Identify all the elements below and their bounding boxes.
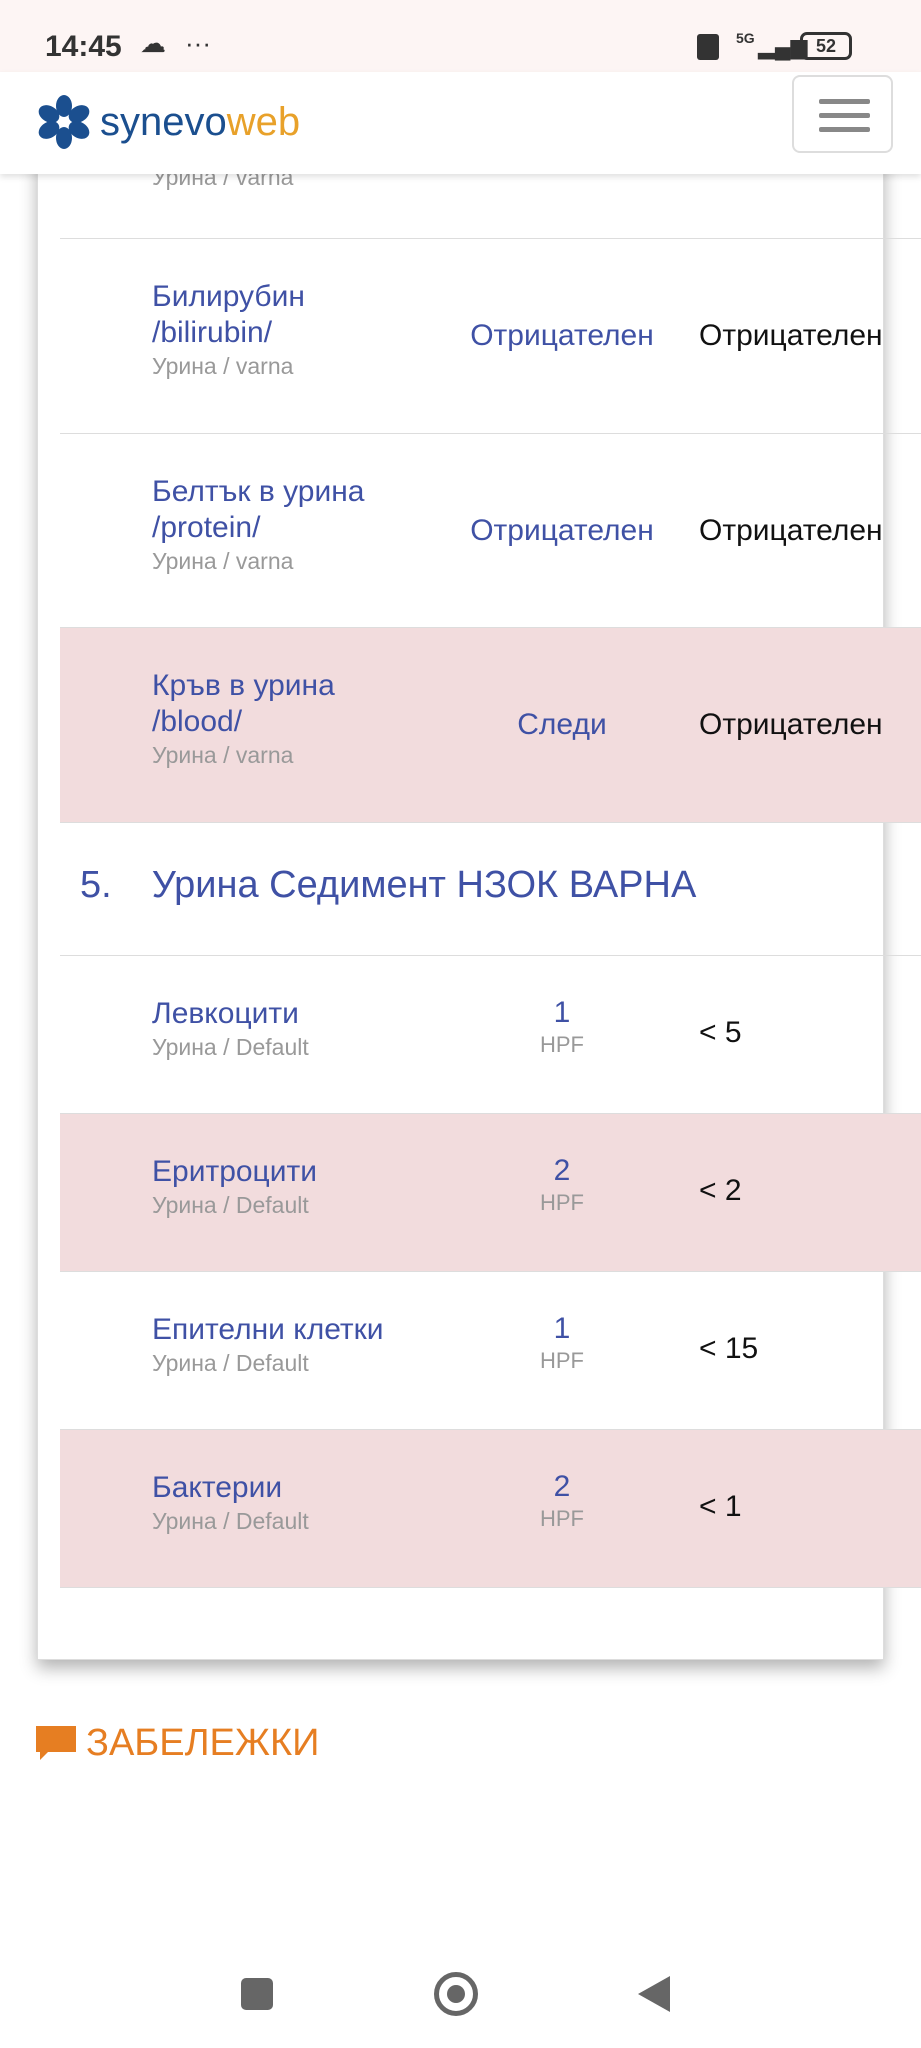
logo-main: synevo: [100, 99, 227, 144]
section-row: [60, 823, 921, 956]
result-value: Отрицателен: [470, 319, 654, 352]
back-button[interactable]: [638, 1976, 670, 2012]
logo-accent: web: [226, 99, 301, 144]
status-time: 14:45: [45, 30, 122, 63]
result-value: 2 HPF: [540, 1154, 584, 1215]
test-name[interactable]: Епителни клетки Урина / Default: [152, 1313, 384, 1376]
android-nav-bar: [0, 1970, 921, 2020]
signal-icon: ▂▄▆: [758, 34, 808, 59]
section-title: 5. Урина Седимент НЗОК ВАРНА: [80, 864, 697, 906]
volte-icon: [697, 34, 719, 60]
reference-value: Отрицателен: [699, 514, 883, 547]
more-icon: ···: [185, 28, 211, 58]
result-value: 1 HPF: [540, 1312, 584, 1373]
result-value: 2 HPF: [540, 1470, 584, 1531]
notes-link[interactable]: ЗАБЕЛЕЖКИ: [34, 1722, 319, 1765]
home-button[interactable]: [434, 1972, 478, 2016]
table-row: Белтък в урина /protein/Урина / varna От…: [60, 434, 921, 628]
menu-button[interactable]: [792, 75, 893, 153]
table-row-flagged: Еритроцити Урина / Default 2 HPF < 2: [60, 1114, 921, 1272]
test-name[interactable]: Еритроцити Урина / Default: [152, 1155, 317, 1218]
cloud-icon: ☁: [140, 28, 166, 58]
status-bar: 14:45 ☁ ··· 5G ▂▄▆ 52: [0, 0, 921, 72]
hamburger-icon: [819, 99, 870, 104]
test-name[interactable]: Бактерии Урина / Default: [152, 1471, 309, 1534]
reference-value: < 1: [699, 1490, 742, 1523]
reference-value: Отрицателен: [699, 708, 883, 741]
reference-value: < 2: [699, 1174, 742, 1207]
header: synevoweb: [0, 72, 921, 174]
recents-button[interactable]: [241, 1978, 273, 2010]
table-row-flagged: Кръв в урина /blood/Урина / varna Следи …: [60, 628, 921, 823]
comment-icon: [36, 1725, 76, 1760]
battery-icon: 52: [800, 32, 852, 60]
network-label: 5G: [736, 30, 755, 46]
table-row: Левкоцити Урина / Default 1 HPF < 5: [60, 956, 921, 1114]
reference-value: < 15: [699, 1332, 759, 1365]
test-name[interactable]: Билирубин /bilirubin/Урина / varna: [152, 280, 305, 379]
reference-value: Отрицателен: [699, 319, 883, 352]
result-value: Следи: [517, 708, 607, 741]
test-name[interactable]: Белтък в урина /protein/Урина / varna: [152, 475, 365, 574]
table-row: Билирубин /bilirubin/Урина / varna Отриц…: [60, 239, 921, 434]
results-card: [37, 100, 884, 1660]
result-value: Отрицателен: [470, 514, 654, 547]
test-name[interactable]: Левкоцити Урина / Default: [152, 997, 309, 1060]
result-value: 1 HPF: [540, 996, 584, 1057]
reference-value: < 5: [699, 1016, 742, 1049]
test-name[interactable]: Кръв в урина /blood/Урина / varna: [152, 669, 335, 768]
logo[interactable]: synevoweb: [36, 94, 300, 150]
table-row-flagged: Бактерии Урина / Default 2 HPF < 1: [60, 1430, 921, 1588]
table-row: Епителни клетки Урина / Default 1 HPF < 15: [60, 1272, 921, 1430]
logo-flower-icon: [38, 95, 90, 149]
